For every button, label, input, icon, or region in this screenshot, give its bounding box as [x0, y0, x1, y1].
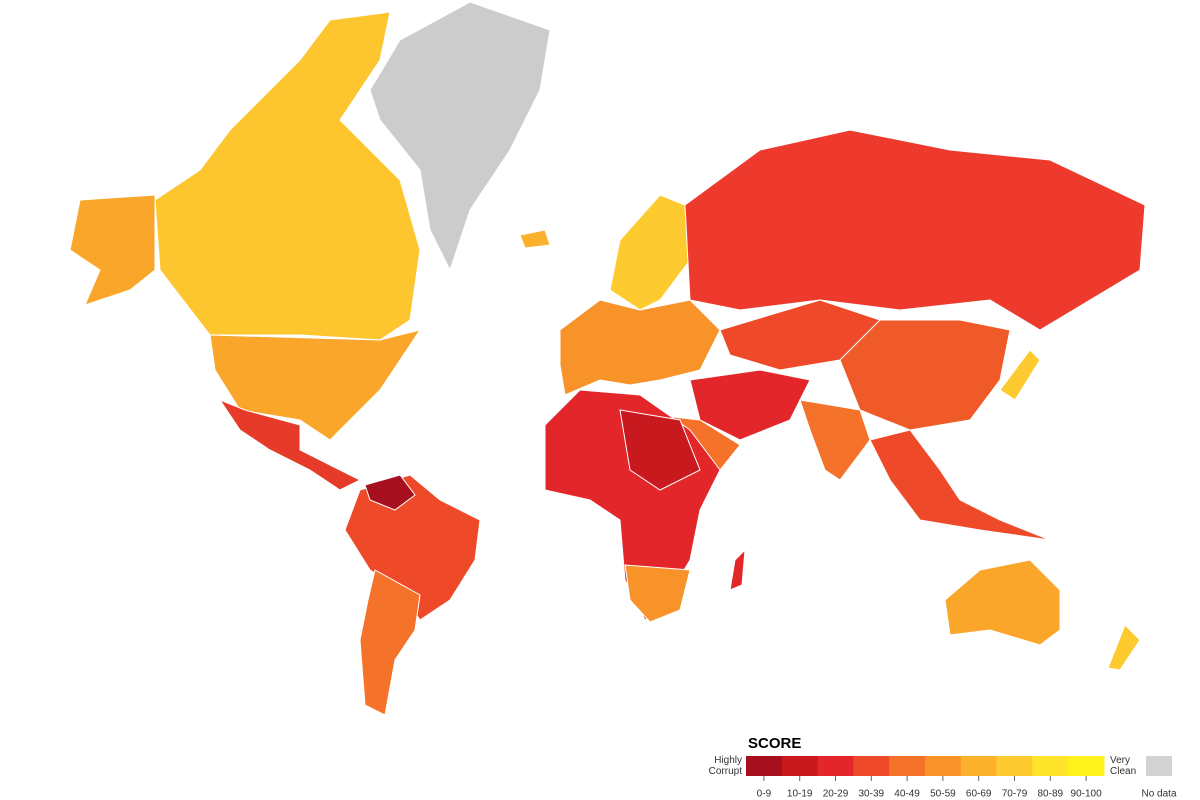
usa: [209, 329, 422, 441]
legend-bin-label: 40-49: [894, 789, 920, 800]
legend-swatch: [817, 756, 854, 776]
legend-title: SCORE: [748, 735, 801, 752]
india: [799, 399, 871, 481]
legend-bin-label: 30-39: [859, 789, 885, 800]
legend-swatch: [1068, 756, 1105, 776]
alaska: [69, 194, 156, 306]
venezuela: [364, 474, 416, 511]
no-data-label: No data: [1141, 789, 1176, 800]
legend-bin-label: 0-9: [757, 789, 772, 800]
legend-bin-label: 80-89: [1038, 789, 1064, 800]
legend-swatch: [889, 756, 926, 776]
greenland: [369, 1, 551, 272]
legend-bin-label: 60-69: [966, 789, 992, 800]
legend-swatch: [925, 756, 962, 776]
legend-bin-label: 20-29: [823, 789, 849, 800]
legend-bin-label: 50-59: [930, 789, 956, 800]
russia: [684, 129, 1146, 331]
southern-cone: [359, 569, 421, 716]
legend-bin-label: 10-19: [787, 789, 813, 800]
no-data-swatch: [1146, 756, 1172, 776]
legend-swatch: [960, 756, 998, 776]
legend-swatch: [746, 756, 783, 776]
canada-north: [154, 11, 421, 341]
legend-bin-label: 90-100: [1071, 789, 1103, 800]
china: [839, 319, 1011, 431]
legend-swatch: [781, 756, 819, 776]
legend-bin-label: 70-79: [1002, 789, 1028, 800]
australia: [944, 559, 1061, 646]
sahara-dark: [619, 409, 701, 491]
iceland: [519, 229, 551, 249]
southeast-asia: [869, 429, 1051, 541]
madagascar: [729, 548, 746, 591]
europe: [559, 299, 721, 396]
legend-end-label: Very Clean: [1110, 755, 1136, 777]
new-zealand: [1107, 624, 1141, 671]
legend-swatch: [996, 756, 1033, 776]
legend-swatch: [853, 756, 890, 776]
legend-swatch: [1032, 756, 1069, 776]
mexico-central: [218, 398, 362, 491]
japan: [999, 349, 1041, 401]
scandinavia: [609, 194, 691, 311]
southern-africa: [624, 564, 691, 623]
south-america: [344, 474, 481, 621]
legend: SCORE 0-9 10-19 20-29 30-39 40-49 50-59 60-69 7…: [709, 735, 1177, 800]
world-map: [69, 1, 1146, 716]
legend-end-label: Highly Corrupt: [709, 755, 743, 777]
